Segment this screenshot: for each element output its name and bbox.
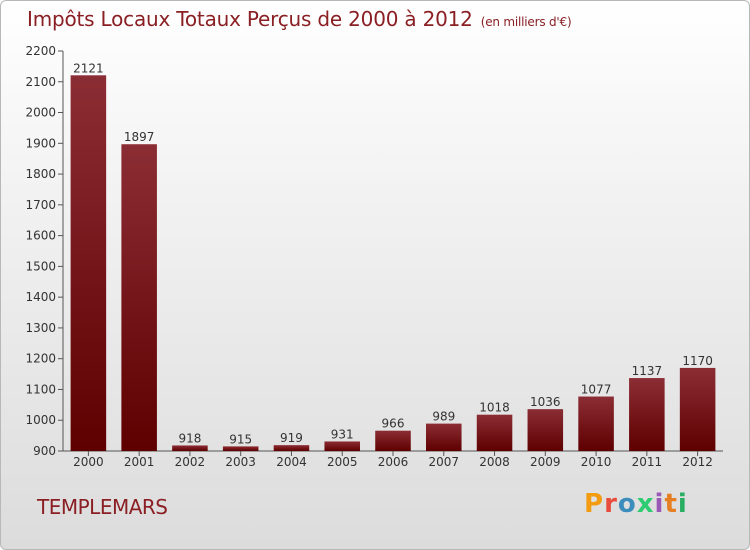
data-label-2003: 915 — [229, 432, 252, 446]
y-tick-label: 1100 — [25, 382, 56, 396]
x-tick-label: 2009 — [530, 455, 561, 469]
bar-2003 — [222, 446, 259, 451]
x-tick-label: 2007 — [428, 455, 459, 469]
y-tick-label: 1600 — [25, 229, 56, 243]
x-tick-label: 2006 — [378, 455, 409, 469]
x-tick-label: 2010 — [581, 455, 612, 469]
data-label-2010: 1077 — [581, 383, 612, 397]
chart-subtitle: (en milliers d'€) — [480, 15, 572, 29]
bar-2004 — [273, 445, 310, 451]
data-labels: 2121 1897 918 915 919 931 966 989 1018 1036 1077 11… — [73, 61, 713, 446]
chart-title: Impôts Locaux Totaux Perçus de 2000 à 20… — [27, 7, 572, 31]
logo-letter: t — [664, 489, 678, 519]
axes: 900 1000 1100 1200 1300 1400 1500 1600 1700 1800 1… — [25, 44, 723, 469]
x-tick-label: 2002 — [175, 455, 206, 469]
logo-letter: i — [677, 489, 688, 519]
x-tick-label: 2005 — [327, 455, 358, 469]
proxiti-logo: Proxiti — [584, 489, 688, 519]
data-label-2012: 1170 — [682, 354, 713, 368]
logo-letter: x — [636, 489, 655, 519]
data-label-2007: 989 — [432, 410, 455, 424]
logo-letter: i — [654, 489, 665, 519]
y-tick-label: 1300 — [25, 321, 56, 335]
data-label-2000: 2121 — [73, 61, 104, 75]
logo-letter: P — [584, 489, 605, 519]
y-tick-label: 1200 — [25, 352, 56, 366]
data-label-2004: 919 — [280, 431, 303, 445]
logo-letter: o — [617, 489, 637, 519]
y-tick-label: 1400 — [25, 290, 56, 304]
title-text: Impôts Locaux Totaux Perçus de 2000 à 20… — [27, 7, 473, 31]
bar-2005 — [324, 441, 360, 451]
data-label-2005: 931 — [331, 427, 354, 441]
bar-2012 — [679, 367, 716, 451]
bar-2011 — [629, 378, 665, 451]
bars — [70, 75, 716, 452]
bar-2009 — [527, 409, 564, 451]
data-label-2011: 1137 — [632, 364, 663, 378]
commune-name: TEMPLEMARS — [37, 495, 168, 519]
bar-2008 — [476, 414, 513, 451]
y-tick-label: 2200 — [25, 44, 56, 58]
bar-2000 — [70, 75, 107, 452]
y-tick-label: 1900 — [25, 136, 56, 150]
data-label-2008: 1018 — [479, 401, 510, 415]
data-label-2009: 1036 — [530, 395, 561, 409]
bar-2001 — [121, 144, 157, 451]
y-tick-label: 2100 — [25, 75, 56, 89]
x-tick-label: 2000 — [73, 455, 104, 469]
y-tick-label: 1800 — [25, 167, 56, 181]
logo-letter: r — [604, 489, 618, 519]
x-tick-label: 2001 — [124, 455, 155, 469]
bar-2010 — [578, 396, 614, 451]
x-tick-label: 2008 — [479, 455, 510, 469]
x-tick-label: 2004 — [276, 455, 307, 469]
x-tick-label: 2012 — [682, 455, 713, 469]
y-tick-label: 2000 — [25, 106, 56, 120]
y-tick-label: 1700 — [25, 198, 56, 212]
bar-2002 — [172, 445, 208, 451]
data-label-2006: 966 — [382, 417, 405, 431]
y-tick-label: 900 — [33, 444, 56, 458]
y-tick-label: 1500 — [25, 259, 56, 273]
bar-2007 — [426, 423, 462, 451]
x-tick-label: 2011 — [632, 455, 663, 469]
y-tick-label: 1000 — [25, 413, 56, 427]
data-label-2001: 1897 — [124, 130, 155, 144]
x-tick-label: 2003 — [225, 455, 256, 469]
bar-2006 — [375, 430, 411, 451]
data-label-2002: 918 — [178, 431, 201, 445]
